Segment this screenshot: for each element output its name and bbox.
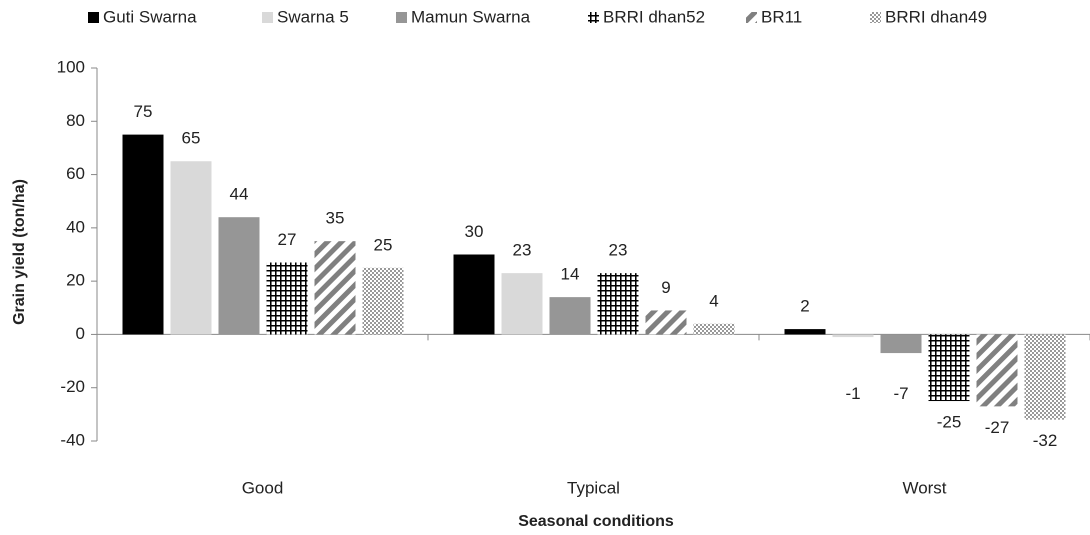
y-tick-label: 20: [66, 271, 85, 290]
bar: [1024, 334, 1066, 420]
bar: [928, 334, 970, 402]
bar: [218, 217, 260, 335]
legend-swatch: [88, 12, 99, 23]
value-label: -25: [937, 413, 962, 432]
value-label: 44: [230, 185, 249, 204]
x-tick-label: Typical: [567, 478, 620, 497]
value-label: 35: [326, 209, 345, 228]
bar: [693, 323, 735, 335]
y-tick-label: 80: [66, 111, 85, 130]
bar: [549, 297, 591, 335]
value-label: 27: [278, 230, 297, 249]
legend-label: BRRI dhan49: [885, 7, 987, 26]
bar: [832, 334, 874, 338]
bar: [266, 262, 308, 335]
value-label: -7: [893, 384, 908, 403]
bar: [880, 334, 922, 354]
legend-swatch: [588, 12, 599, 23]
bar: [170, 161, 212, 335]
bar: [453, 254, 495, 335]
bar: [122, 134, 164, 335]
value-label: 14: [561, 265, 580, 284]
value-label: 4: [709, 291, 718, 310]
bar: [784, 329, 826, 335]
y-tick-label: 60: [66, 164, 85, 183]
value-label: 30: [465, 222, 484, 241]
bar: [976, 334, 1018, 407]
legend-swatch: [870, 12, 881, 23]
value-label: 23: [513, 241, 532, 260]
legend-swatch: [262, 12, 273, 23]
legend-label: Mamun Swarna: [411, 7, 531, 26]
value-label: 23: [609, 241, 628, 260]
legend-swatch: [396, 12, 407, 23]
value-label: 2: [800, 297, 809, 316]
bar: [597, 273, 639, 335]
legend-label: BR11: [761, 7, 802, 26]
value-label: -27: [985, 418, 1010, 437]
y-tick-label: -20: [60, 377, 85, 396]
bar: [362, 267, 404, 335]
y-tick-label: 100: [57, 57, 85, 76]
bar: [314, 241, 356, 335]
legend-label: Swarna 5: [277, 7, 349, 26]
y-tick-label: 40: [66, 217, 85, 236]
x-tick-label: Good: [242, 478, 284, 497]
bar: [501, 273, 543, 335]
bar: [645, 310, 687, 335]
value-label: 25: [374, 235, 393, 254]
legend-label: BRRI dhan52: [603, 7, 705, 26]
value-label: -1: [845, 384, 860, 403]
y-axis-title: Grain yield (ton/ha): [11, 179, 28, 325]
value-label: 75: [134, 102, 153, 121]
legend-swatch: [746, 12, 757, 23]
value-label: 9: [661, 278, 670, 297]
y-tick-label: -40: [60, 430, 85, 449]
x-axis-title: Seasonal conditions: [518, 513, 674, 530]
value-label: 65: [182, 129, 201, 148]
x-tick-label: Worst: [902, 478, 946, 497]
legend-label: Guti Swarna: [103, 7, 197, 26]
value-label: -32: [1033, 431, 1058, 450]
y-tick-label: 0: [76, 324, 85, 343]
